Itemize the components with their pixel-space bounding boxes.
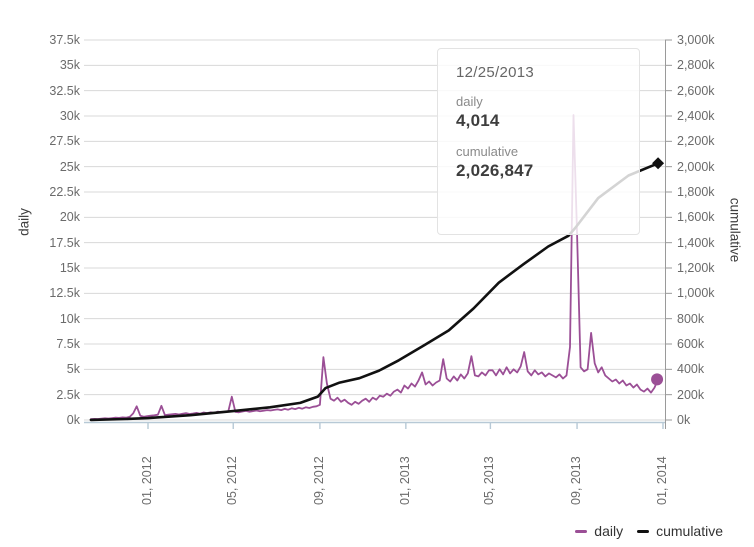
- legend: daily cumulative: [575, 523, 723, 539]
- y-axis-left-tick-label: 27.5k: [49, 134, 80, 149]
- y-axis-right-tick-label: 400k: [677, 362, 705, 377]
- tooltip-cumulative-value: 2,026,847: [456, 161, 534, 180]
- legend-label: daily: [594, 523, 624, 539]
- legend-item-daily[interactable]: daily: [575, 523, 623, 539]
- x-axis-tick-label: 01, 2014: [655, 456, 669, 505]
- y-axis-left-tick-label: 10k: [59, 311, 80, 326]
- x-axis-tick-label: 05, 2013: [482, 456, 497, 505]
- y-axis-left-tick-label: 0k: [66, 413, 80, 427]
- y-axis-left-title: daily: [16, 208, 32, 236]
- y-axis-right-title: cumulative: [727, 197, 743, 263]
- x-axis-tick-label: 01, 2012: [140, 456, 154, 505]
- tooltip-daily-value: 4,014: [456, 111, 500, 130]
- y-axis-left-tick-label: 35k: [59, 58, 80, 73]
- y-axis-left-tick-label: 5k: [66, 362, 80, 377]
- y-axis-right-tick-label: 800k: [677, 311, 705, 326]
- tooltip-daily-label: daily: [456, 94, 483, 109]
- daily-series-line: [90, 114, 659, 421]
- y-axis-right-tick-label: 2,800k: [677, 58, 715, 73]
- y-axis-left-tick-label: 37.5k: [49, 33, 80, 47]
- cumulative-hover-marker[interactable]: [652, 157, 665, 170]
- y-axis-right-tick-label: 3,000k: [677, 33, 715, 47]
- y-axis-right-tick-label: 2,600k: [677, 83, 715, 98]
- y-axis-right-tick-label: 0k: [677, 413, 691, 427]
- x-axis-tick-label: 01, 2013: [397, 456, 412, 505]
- y-axis-right-tick-label: 2,400k: [677, 109, 715, 123]
- y-axis-right-tick-label: 1,000k: [677, 286, 715, 301]
- y-axis-right-tick-label: 1,600k: [677, 210, 715, 225]
- x-axis-tick-label: 05, 2012: [225, 456, 240, 505]
- y-axis-right-tick-label: 2,000k: [677, 159, 715, 174]
- legend-swatch-icon: [575, 529, 588, 533]
- y-axis-left-tick-label: 7.5k: [56, 337, 80, 351]
- y-axis-left-tick-label: 2.5k: [56, 387, 80, 402]
- legend-swatch-icon: [637, 529, 650, 533]
- y-axis-left-tick-label: 15k: [59, 261, 80, 275]
- daily-hover-marker[interactable]: [651, 373, 664, 386]
- y-axis-left-tick-label: 30k: [59, 109, 80, 123]
- y-axis-left-tick-label: 22.5k: [49, 185, 80, 199]
- y-axis-right-tick-label: 1,200k: [677, 261, 715, 275]
- legend-label: cumulative: [656, 523, 723, 539]
- tooltip-cumulative-label: cumulative: [456, 144, 519, 159]
- y-axis-left-tick-label: 25k: [59, 159, 80, 174]
- y-axis-right-tick-label: 600k: [677, 337, 705, 351]
- x-axis-tick-label: 09, 2012: [311, 456, 326, 505]
- y-axis-left-tick-label: 17.5k: [49, 235, 80, 250]
- y-axis-right-tick-label: 200k: [677, 387, 705, 402]
- y-axis-left-tick-label: 32.5k: [49, 83, 80, 98]
- y-axis-right-tick-label: 1,800k: [677, 185, 715, 199]
- x-axis-tick-label: 09, 2013: [569, 456, 584, 505]
- y-axis-left-tick-label: 20k: [59, 210, 80, 225]
- y-axis-right-tick-label: 1,400k: [677, 235, 715, 250]
- y-axis-left-tick-label: 12.5k: [49, 286, 80, 301]
- legend-item-cumulative[interactable]: cumulative: [637, 523, 723, 539]
- y-axis-right-tick-label: 2,200k: [677, 134, 715, 149]
- tooltip-date: 12/25/2013: [456, 64, 535, 81]
- tooltip: 12/25/2013 daily 4,014 cumulative 2,026,…: [437, 48, 640, 235]
